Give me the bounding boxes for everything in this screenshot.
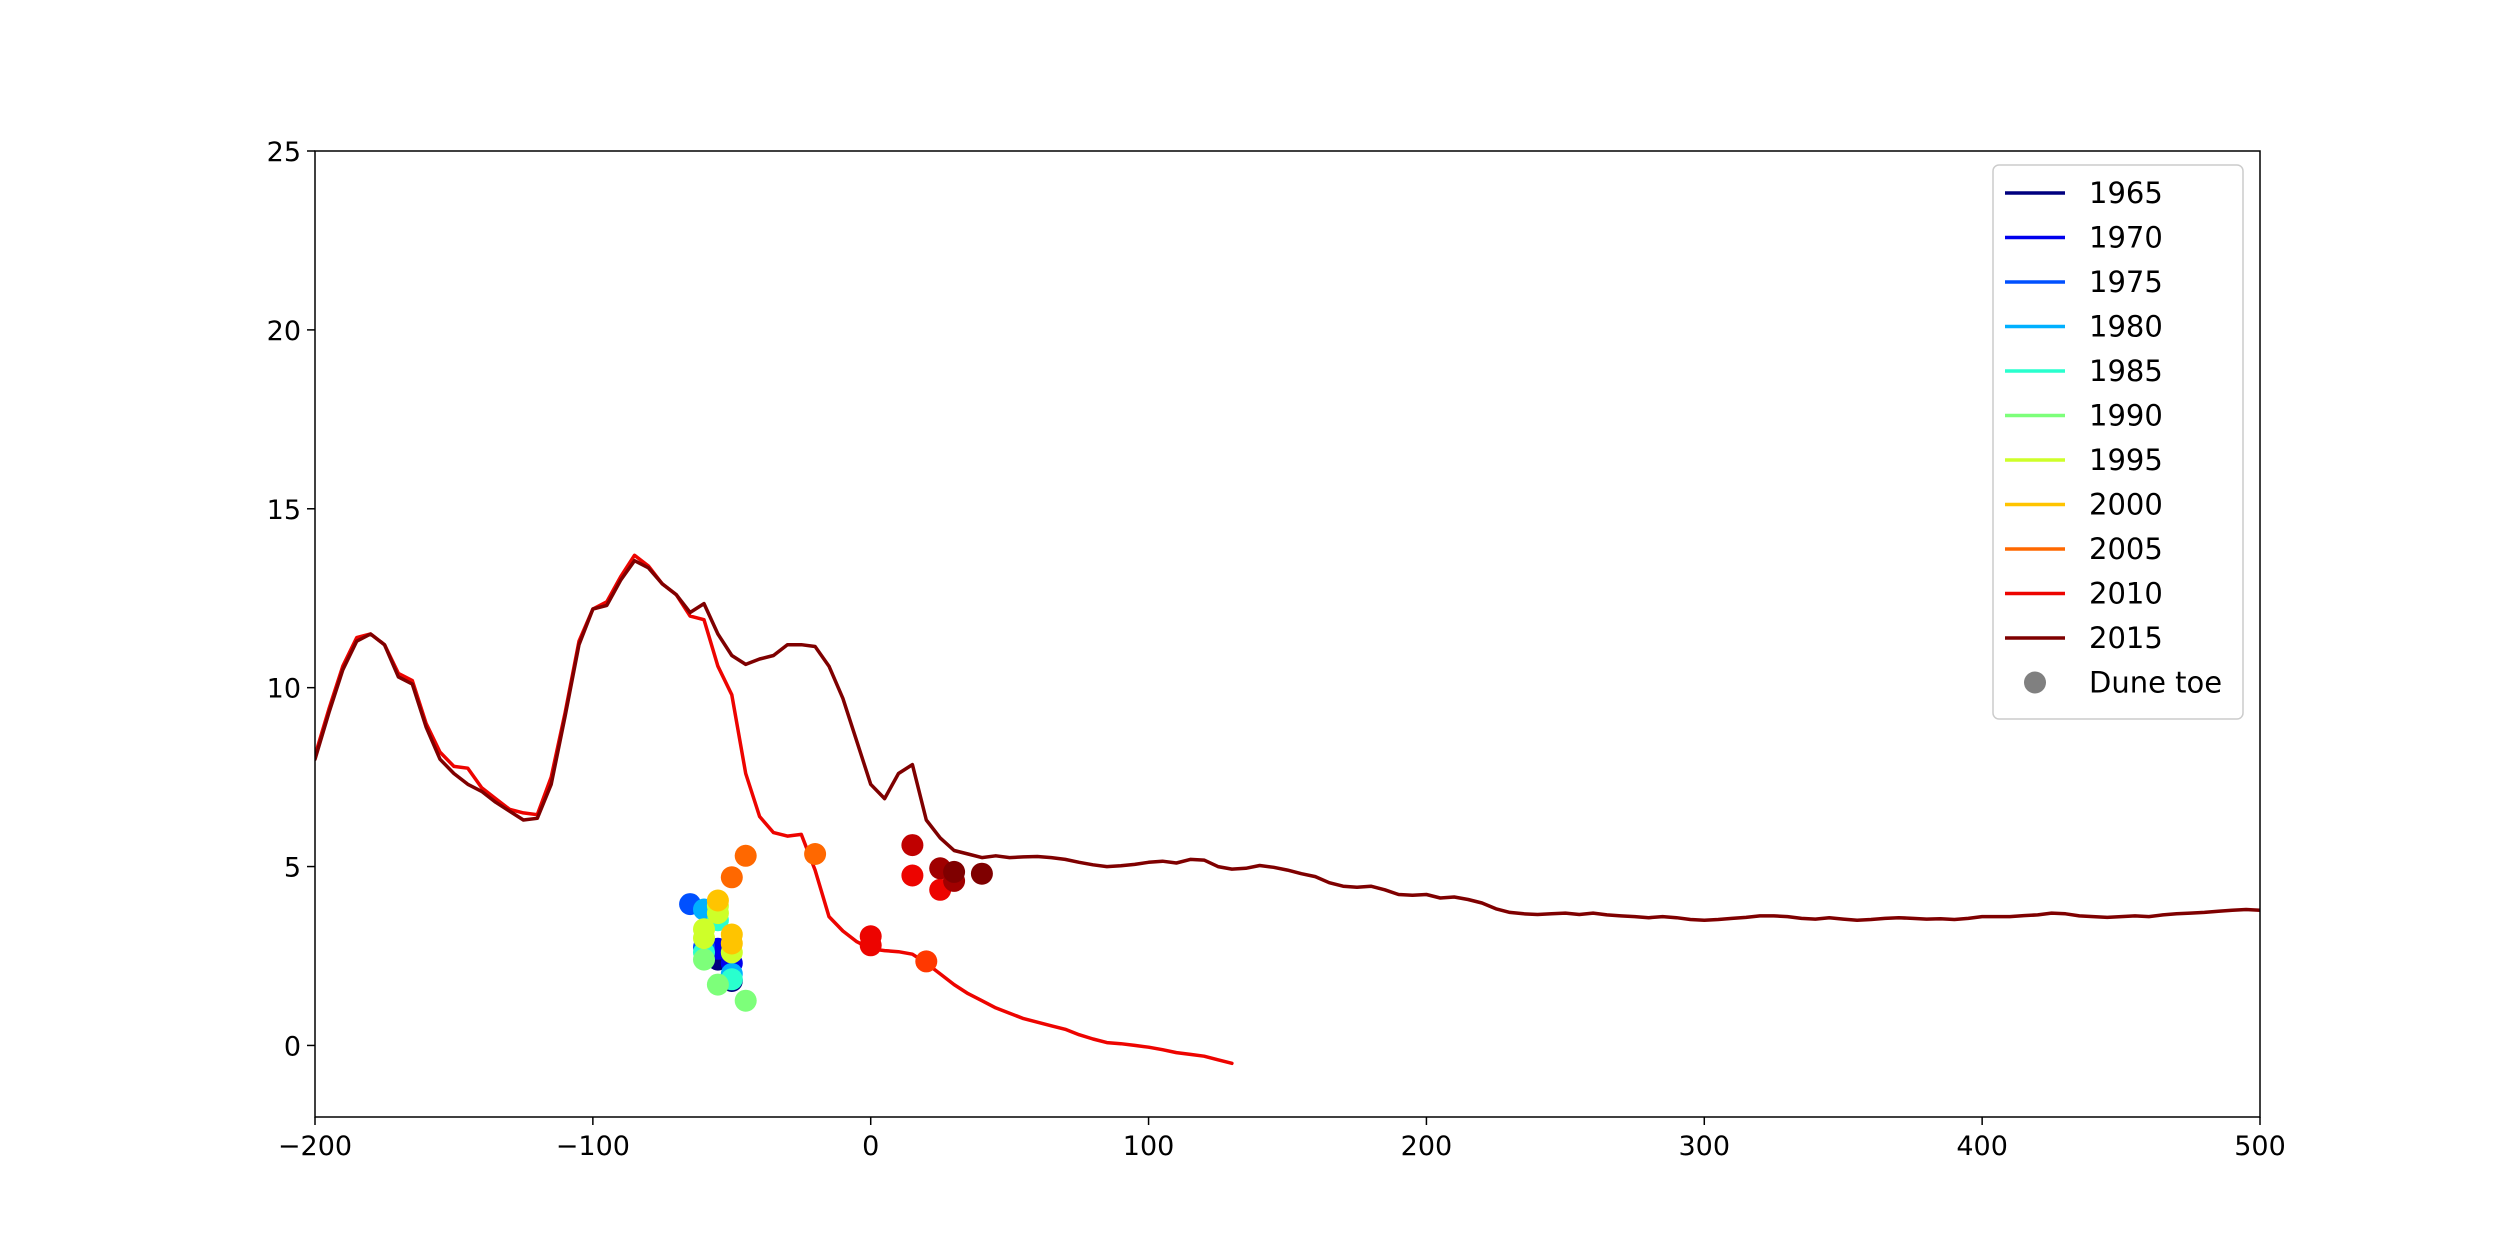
x-tick-label-2: 0 [862,1131,879,1162]
y-tick-label-1: 5 [284,853,301,884]
legend-label-1: 1970 [2089,221,2163,255]
dune-toe-point-12 [706,973,729,996]
legend-frame [1992,164,2244,720]
series-line-2010 [315,553,1234,1066]
y-tick-label-3: 15 [267,495,301,526]
dune-toe-point-16 [693,918,715,941]
legend-marker-11 [2024,671,2046,694]
plot-frame [314,150,2261,1118]
dune-toe-point-28 [901,864,924,887]
legend-label-0: 1965 [2089,176,2163,210]
y-tick-label-2: 10 [267,674,301,705]
x-tick-label-0: −200 [278,1131,352,1162]
dune-toe-point-23 [734,844,757,867]
series-line-2015 [315,558,2260,922]
legend-label-5: 1990 [2089,399,2163,433]
legend-label-3: 1980 [2089,310,2163,344]
legend-label-11: Dune toe [2089,666,2222,700]
legend-label-7: 2000 [2089,488,2163,522]
dune-toe-point-30 [901,834,924,857]
dune-toe-point-24 [804,843,827,865]
legend-label-4: 1985 [2089,354,2163,388]
dune-toe-point-25 [915,950,938,973]
legend-label-8: 2005 [2089,532,2163,566]
dune-toe-point-27 [859,934,882,957]
y-tick-label-4: 20 [267,316,301,347]
x-tick-label-3: 100 [1123,1131,1175,1162]
dune-toe-point-20 [720,932,743,955]
dune-toe-point-11 [693,948,715,971]
x-tick-label-1: −100 [556,1131,630,1162]
dune-toe-point-13 [734,989,757,1012]
dune-toe-point-22 [720,866,743,889]
x-tick-label-6: 400 [1956,1131,2008,1162]
legend-label-2: 1975 [2089,265,2163,299]
dune-toe-layer [679,834,993,1012]
dune-toe-point-34 [970,862,993,885]
axes-layer: −200 −100 0 100 200 300 400 500 0 5 10 15 20 25 [267,137,2286,1162]
dune-toe-point-21 [706,889,729,912]
legend-label-10: 2015 [2089,621,2163,655]
x-tick-label-7: 500 [2234,1131,2286,1162]
dune-toe-point-33 [943,860,966,883]
series-layer [315,553,2260,1066]
legend-label-9: 2010 [2089,577,2163,611]
x-tick-label-4: 200 [1401,1131,1453,1162]
y-tick-label-0: 0 [284,1031,301,1062]
x-tick-label-5: 300 [1679,1131,1731,1162]
legend-label-6: 1995 [2089,443,2163,477]
y-tick-label-5: 25 [267,137,301,168]
legend: 1965 1970 1975 1980 1985 1990 1995 2000 2005 2010… [1992,164,2244,720]
